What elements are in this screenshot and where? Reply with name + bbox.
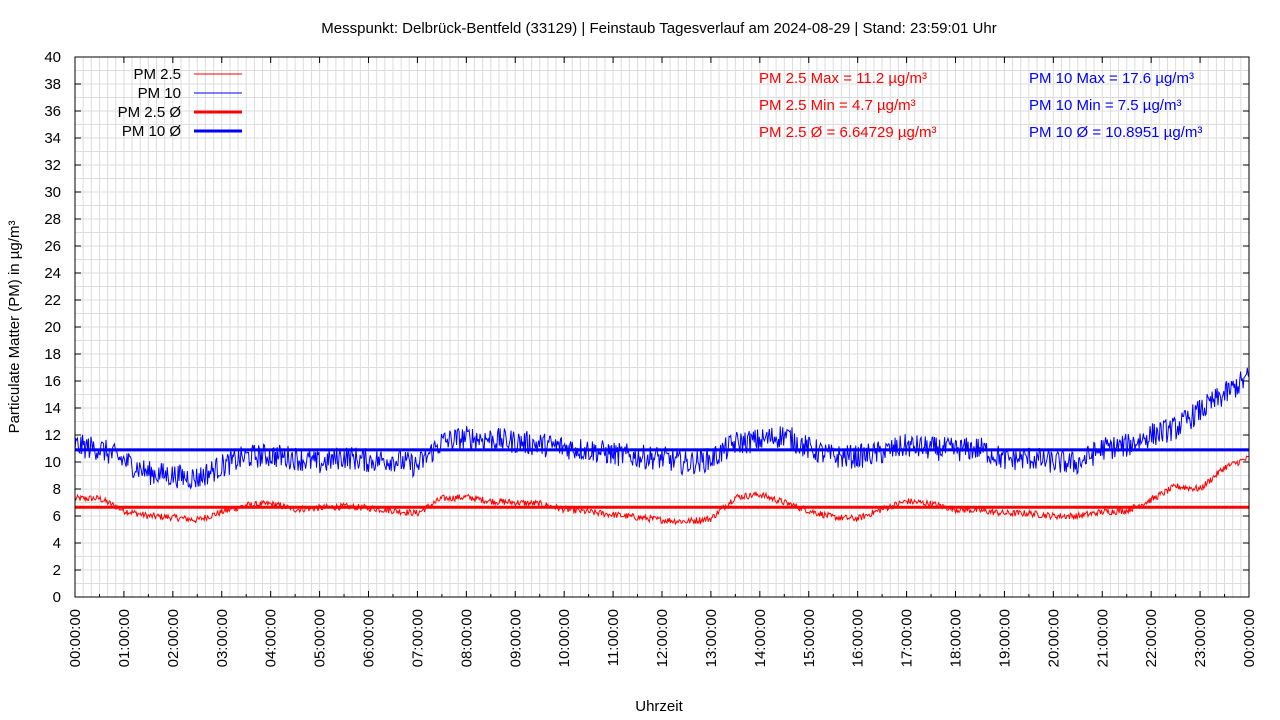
stat-pm25-min: PM 2.5 Min = 4.7 µg/m³ [759,97,916,114]
y-tick-label: 16 [44,373,61,390]
legend-label-pm25: PM 2.5 [133,66,181,83]
x-tick-label: 01:00:00 [116,609,133,667]
x-tick-label: 23:00:00 [1192,609,1209,667]
x-tick-label: 02:00:00 [165,609,182,667]
y-tick-label: 36 [44,103,61,120]
x-axis-label: Uhrzeit [635,698,683,715]
y-tick-label: 22 [44,292,61,309]
legend-label-pm10: PM 10 [138,85,181,102]
stat-pm25-max: PM 2.5 Max = 11.2 µg/m³ [759,70,927,87]
x-tick-label: 09:00:00 [507,609,524,667]
y-tick-label: 4 [53,535,61,552]
x-tick-label: 03:00:00 [214,609,231,667]
y-tick-label: 18 [44,346,61,363]
x-tick-label: 00:00:00 [1241,609,1258,667]
x-tick-label: 22:00:00 [1143,609,1160,667]
x-tick-label: 12:00:00 [654,609,671,667]
x-tick-label: 06:00:00 [361,609,378,667]
x-tick-label: 11:00:00 [605,609,622,666]
y-tick-label: 20 [44,319,61,336]
y-axis-label: Particulate Matter (PM) in µg/m³ [6,221,23,434]
stats-annotations: PM 2.5 Max = 11.2 µg/m³ PM 2.5 Min = 4.7… [759,70,1202,141]
x-tick-labels: 00:00:00 01:00:00 02:00:00 03:00:00 04:00:00… [67,609,1258,667]
x-tick-label: 19:00:00 [996,609,1013,667]
x-tick-label: 16:00:00 [850,609,867,667]
y-tick-label: 32 [44,157,61,174]
y-tick-label: 26 [44,238,61,255]
series-line-pm25 [74,455,1250,526]
chart-title: Messpunkt: Delbrück-Bentfeld (33129) | F… [321,20,996,37]
y-tick-label: 28 [44,211,61,228]
y-tick-label: 40 [44,49,61,66]
legend-label-pm10-avg: PM 10 Ø [122,123,182,140]
x-tick-label: 05:00:00 [312,609,329,667]
x-tick-label: 08:00:00 [458,609,475,667]
x-tick-label: 07:00:00 [409,609,426,667]
x-tick-label: 17:00:00 [899,609,916,667]
axis-ticks [74,56,1250,598]
y-tick-label: 0 [53,589,61,606]
x-tick-label: 18:00:00 [948,609,965,667]
y-tick-label: 12 [44,427,61,444]
y-tick-label: 14 [44,400,61,417]
x-tick-label: 14:00:00 [752,609,769,667]
y-tick-label: 8 [53,481,61,498]
legend: PM 2.5 PM 10 PM 2.5 Ø PM 10 Ø [118,66,242,140]
x-tick-label: 15:00:00 [801,609,818,667]
x-tick-label: 00:00:00 [67,609,84,667]
y-tick-label: 34 [44,130,61,147]
y-tick-label: 6 [53,508,61,525]
x-tick-label: 20:00:00 [1045,609,1062,667]
series-layer [74,367,1250,526]
y-tick-label: 24 [44,265,61,282]
stat-pm10-avg: PM 10 Ø = 10.8951 µg/m³ [1029,124,1202,141]
y-tick-label: 10 [44,454,61,471]
y-tick-label: 38 [44,76,61,93]
y-tick-label: 2 [53,562,61,579]
x-tick-label: 04:00:00 [263,609,280,667]
legend-label-pm25-avg: PM 2.5 Ø [118,104,182,121]
y-tick-label: 30 [44,184,61,201]
x-tick-label: 13:00:00 [703,609,720,667]
stat-pm25-avg: PM 2.5 Ø = 6.64729 µg/m³ [759,124,936,141]
stat-pm10-min: PM 10 Min = 7.5 µg/m³ [1029,97,1181,114]
stat-pm10-max: PM 10 Max = 17.6 µg/m³ [1029,70,1194,87]
x-tick-label: 21:00:00 [1094,609,1111,667]
x-tick-label: 10:00:00 [556,609,573,667]
